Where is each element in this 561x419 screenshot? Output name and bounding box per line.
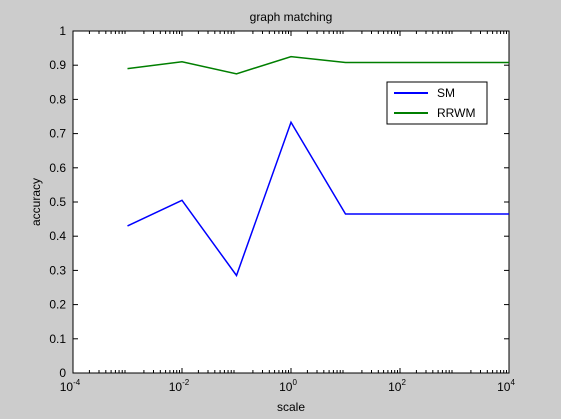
legend-label-sm: SM [437,86,455,100]
legend: SM RRWM [386,81,488,125]
y-tick-label: 0.7 [49,127,66,141]
x-tick-label: 100 [279,378,297,394]
series-line-sm [127,120,509,278]
y-tick-label: 0 [59,366,66,380]
x-tick-label: 104 [497,378,515,394]
legend-box [386,81,488,125]
y-tick-label: 0.5 [49,195,66,209]
y-axis-title: accuracy [29,178,43,226]
x-tick-base: 10 [60,380,74,394]
x-tick-base: 10 [169,380,183,394]
y-tick-label: 0.8 [49,92,66,106]
x-tick-label: 10-4 [60,378,81,394]
x-tick-exponent: 4 [510,378,515,387]
x-tick-base: 10 [497,380,511,394]
x-tick-exponent: 2 [401,378,406,387]
y-tick-label: 1 [59,24,66,38]
chart-title: graph matching [250,10,333,24]
x-tick-label: 102 [388,378,406,394]
x-tick-exponent: 0 [292,378,297,387]
x-tick-base: 10 [388,380,402,394]
x-axis-title: scale [277,400,305,414]
y-tick-label: 0.6 [49,161,66,175]
y-tick-label: 0.4 [49,229,66,243]
x-tick-label: 10-2 [169,378,190,394]
y-tick-label: 0.9 [49,58,66,72]
x-tick-exponent: -2 [182,378,190,387]
legend-label-rrwm: RRWM [437,106,475,120]
x-tick-exponent: -4 [73,378,81,387]
y-tick-label: 0.2 [49,298,66,312]
y-tick-label: 0.3 [49,263,66,277]
x-tick-base: 10 [279,380,293,394]
y-tick-label: 0.1 [49,332,66,346]
series-line-rrwm [127,55,509,75]
series-lines [127,55,509,278]
